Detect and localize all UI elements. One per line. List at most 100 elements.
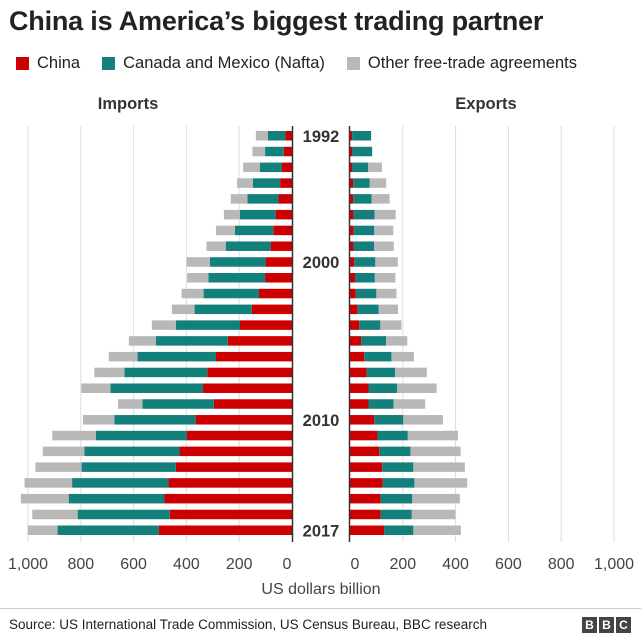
bar-imports-2016-s0 bbox=[169, 509, 292, 520]
legend-swatch-china bbox=[16, 56, 29, 70]
legend-item-nafta: Canada and Mexico (Nafta) bbox=[102, 54, 325, 73]
bar-exports-1997-s2 bbox=[374, 209, 396, 220]
bar-imports-1994-s1 bbox=[259, 162, 282, 173]
bar-exports-2003-s0 bbox=[350, 304, 358, 315]
bar-exports-2008-s2 bbox=[396, 383, 437, 393]
bar-imports-2015-s2 bbox=[20, 493, 69, 504]
bar-imports-2001-s2 bbox=[187, 273, 209, 283]
bar-imports-2012-s0 bbox=[179, 446, 292, 457]
bar-exports-1994-s2 bbox=[368, 162, 382, 173]
tick-label-imports-600: 600 bbox=[120, 556, 147, 573]
bar-imports-2004-s1 bbox=[175, 320, 240, 330]
legend-label-china: China bbox=[37, 53, 81, 72]
bar-imports-2010-s2 bbox=[82, 415, 115, 425]
bar-imports-1999-s1 bbox=[225, 241, 271, 251]
bar-exports-2010-s2 bbox=[403, 415, 443, 425]
panel-title-imports: Imports bbox=[98, 95, 159, 113]
bar-exports-2002-s2 bbox=[376, 288, 397, 299]
bar-exports-2003-s2 bbox=[378, 304, 399, 315]
bar-exports-2007-s1 bbox=[366, 367, 396, 378]
bar-exports-1996-s2 bbox=[371, 194, 390, 204]
bar-exports-2008-s0 bbox=[350, 383, 369, 393]
tick-label-imports-1000: 1,000 bbox=[8, 556, 48, 573]
bar-exports-2015-s0 bbox=[350, 493, 381, 504]
panel-title-exports: Exports bbox=[455, 95, 516, 113]
legend-label-nafta: Canada and Mexico (Nafta) bbox=[123, 53, 325, 72]
bar-imports-2003-s1 bbox=[194, 304, 252, 315]
bar-exports-2009-s0 bbox=[350, 399, 369, 409]
bar-exports-1993-s1 bbox=[352, 146, 373, 157]
bar-imports-2012-s2 bbox=[42, 446, 85, 457]
bar-imports-1995-s0 bbox=[280, 178, 292, 188]
bar-imports-1992-s1 bbox=[267, 131, 286, 141]
bar-exports-2004-s2 bbox=[380, 320, 402, 330]
bar-imports-1997-s2 bbox=[223, 209, 240, 220]
bar-imports-2000-s2 bbox=[186, 257, 210, 267]
year-label-2017: 2017 bbox=[303, 522, 340, 540]
bar-exports-2016-s1 bbox=[380, 509, 412, 520]
chart-title: China is America’s biggest trading partn… bbox=[9, 6, 544, 36]
bar-imports-2012-s1 bbox=[84, 446, 180, 457]
year-label-2010: 2010 bbox=[303, 412, 340, 430]
bar-exports-2005-s2 bbox=[386, 336, 408, 346]
bar-imports-2017-s0 bbox=[158, 525, 292, 535]
bar-exports-2012-s2 bbox=[410, 446, 461, 457]
bar-exports-2014-s1 bbox=[382, 478, 415, 488]
bar-imports-2001-s0 bbox=[265, 273, 292, 283]
bar-imports-2010-s1 bbox=[114, 415, 196, 425]
bar-imports-2002-s1 bbox=[203, 288, 259, 299]
bar-exports-1998-s1 bbox=[353, 225, 375, 236]
bar-imports-1994-s0 bbox=[281, 162, 292, 173]
bar-exports-1995-s0 bbox=[350, 178, 354, 188]
bar-exports-2001-s1 bbox=[355, 273, 375, 283]
source-note: Source: US International Trade Commissio… bbox=[9, 617, 487, 632]
bar-imports-1995-s1 bbox=[252, 178, 281, 188]
bar-imports-1999-s0 bbox=[270, 241, 292, 251]
bar-imports-1993-s2 bbox=[252, 146, 266, 157]
bar-imports-2006-s0 bbox=[215, 351, 292, 362]
bar-imports-1999-s2 bbox=[206, 241, 226, 251]
tick-label-exports-800: 800 bbox=[548, 556, 575, 573]
bar-imports-2001-s1 bbox=[208, 273, 266, 283]
bar-imports-2016-s2 bbox=[32, 509, 78, 520]
bar-imports-2005-s0 bbox=[227, 336, 292, 346]
bar-imports-1995-s2 bbox=[237, 178, 253, 188]
bar-imports-2000-s0 bbox=[265, 257, 292, 267]
bar-imports-1992-s0 bbox=[285, 131, 292, 141]
bar-imports-2017-s2 bbox=[27, 525, 58, 535]
tick-label-imports-400: 400 bbox=[173, 556, 200, 573]
legend-swatch-other bbox=[346, 56, 360, 70]
bar-imports-1998-s1 bbox=[234, 225, 274, 236]
bar-exports-2005-s1 bbox=[361, 336, 387, 346]
year-label-1992: 1992 bbox=[303, 128, 340, 146]
bar-imports-2013-s0 bbox=[175, 462, 292, 472]
bar-exports-2000-s0 bbox=[350, 257, 355, 267]
bar-imports-2007-s1 bbox=[124, 367, 208, 378]
tick-label-exports-600: 600 bbox=[495, 556, 522, 573]
bar-exports-2008-s1 bbox=[368, 383, 397, 393]
bar-imports-2011-s0 bbox=[186, 430, 292, 441]
bar-exports-1999-s2 bbox=[374, 241, 394, 251]
bar-imports-1993-s0 bbox=[283, 146, 292, 157]
bar-exports-2006-s2 bbox=[391, 351, 414, 362]
bar-imports-2017-s1 bbox=[57, 525, 159, 535]
bar-imports-2003-s2 bbox=[171, 304, 195, 315]
bar-exports-2015-s1 bbox=[380, 493, 413, 504]
bar-imports-2004-s0 bbox=[239, 320, 292, 330]
bar-exports-2000-s2 bbox=[375, 257, 398, 267]
bar-imports-2002-s0 bbox=[259, 288, 292, 299]
bar-exports-2013-s0 bbox=[350, 462, 383, 472]
bar-imports-1996-s2 bbox=[230, 194, 248, 204]
bar-imports-2014-s2 bbox=[24, 478, 73, 488]
bar-imports-2007-s2 bbox=[94, 367, 125, 378]
bar-imports-2008-s2 bbox=[81, 383, 111, 393]
bar-exports-2017-s0 bbox=[350, 525, 385, 535]
tick-label-imports-800: 800 bbox=[67, 556, 94, 573]
bar-imports-2011-s2 bbox=[52, 430, 96, 441]
bar-exports-2007-s0 bbox=[350, 367, 367, 378]
bar-exports-1996-s0 bbox=[350, 194, 354, 204]
bar-exports-1999-s0 bbox=[350, 241, 354, 251]
bar-imports-2006-s2 bbox=[108, 351, 138, 362]
bar-imports-1996-s0 bbox=[278, 194, 292, 204]
bar-exports-2011-s0 bbox=[350, 430, 378, 441]
